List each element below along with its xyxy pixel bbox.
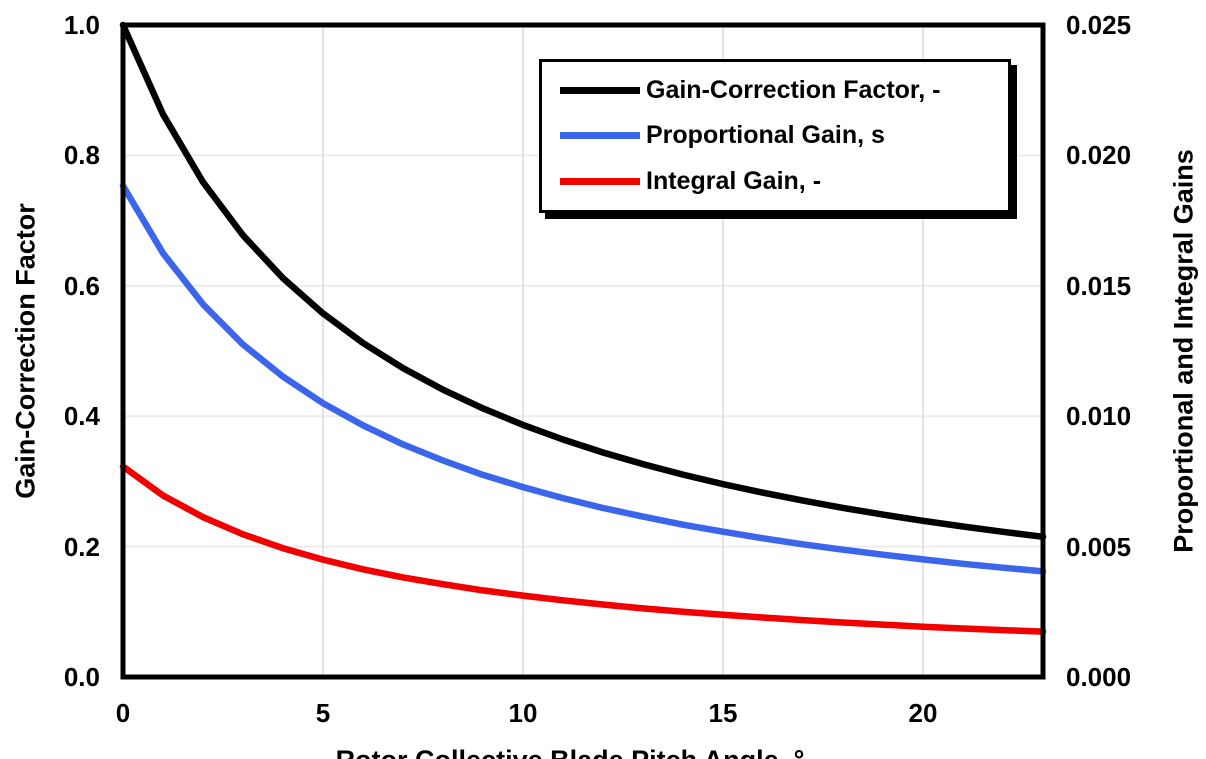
y-tick-label: 0.020 (1066, 140, 1132, 171)
right-axis-title: Proportional and Integral Gains (1168, 149, 1199, 553)
x-tick-label: 0 (115, 698, 131, 728)
legend-item-gain-correction: Gain-Correction Factor, - (560, 78, 1002, 103)
legend-item-integral-gain: Integral Gain, - (560, 166, 1002, 195)
y-tick-label: 0.0 (63, 662, 100, 692)
legend-line-sample-red (560, 177, 640, 185)
legend-line-sample-black (560, 87, 640, 95)
y-tick-label: 0.6 (63, 270, 100, 301)
y-tick-label: 0.000 (1066, 662, 1132, 692)
x-tick-label: 10 (508, 698, 538, 728)
y-tick-label: 0.2 (63, 531, 100, 562)
plot-border (120, 22, 1046, 680)
y-tick-label: 0.010 (1066, 401, 1132, 432)
left-axis-title: Gain-Correction Factor (10, 203, 41, 499)
x-axis-title: Rotor Collective Blade Pitch Angle, ° (336, 747, 805, 759)
x-tick-label: 15 (708, 698, 738, 728)
legend-label: Gain-Correction Factor, - (646, 76, 941, 105)
y-tick-label: 0.8 (63, 140, 100, 171)
x-tick-label: 20 (908, 698, 938, 728)
y-tick-label: 0.025 (1066, 10, 1132, 40)
x-tick-label: 5 (315, 698, 331, 728)
legend-item-proportional-gain: Proportional Gain, s (560, 123, 1002, 148)
series-line (119, 21, 1047, 541)
legend-label: Proportional Gain, s (646, 121, 885, 150)
y-tick-label: 1.0 (63, 10, 100, 40)
legend: Gain-Correction Factor, - Proportional G… (539, 59, 1011, 213)
y-tick-label: 0.015 (1066, 270, 1132, 301)
series-line (119, 463, 1047, 635)
legend-line-sample-blue (560, 132, 640, 140)
y-tick-label: 0.005 (1066, 531, 1132, 562)
legend-label: Integral Gain, - (646, 166, 822, 195)
series-line (119, 182, 1047, 575)
y-tick-label: 0.4 (63, 401, 100, 432)
